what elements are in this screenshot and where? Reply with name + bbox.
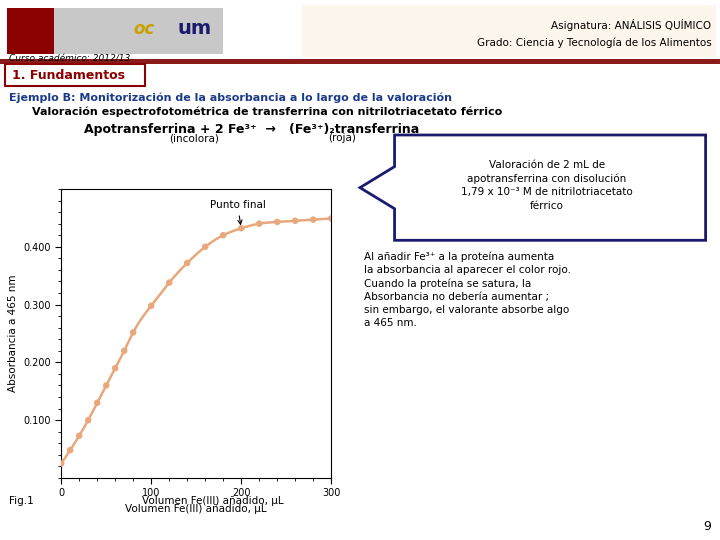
Point: [199, 242, 211, 251]
Text: Ejemplo B: Monitorización de la absorbancia a lo largo de la valoración: Ejemplo B: Monitorización de la absorban…: [9, 93, 451, 103]
Text: Apotransferrina + 2 Fe³⁺  →   (Fe³⁺)₂transferrina: Apotransferrina + 2 Fe³⁺ → (Fe³⁺)₂transf…: [84, 123, 420, 136]
X-axis label: Volumen Fe(III) añadido, μL: Volumen Fe(III) añadido, μL: [125, 504, 267, 514]
Text: (incolora): (incolora): [169, 133, 220, 144]
Text: (roja): (roja): [328, 133, 356, 144]
Point: [109, 364, 121, 373]
Text: Valoración de 2 mL de
apotransferrina con disolución
1,79 x 10⁻³ M de nitrilotri: Valoración de 2 mL de apotransferrina co…: [461, 160, 632, 211]
Text: Valoración espectrofotométrica de transferrina con nitrilotriacetato férrico: Valoración espectrofotométrica de transf…: [32, 106, 503, 117]
Text: Volumen Fe(III) añadido, μL: Volumen Fe(III) añadido, μL: [142, 496, 283, 506]
Point: [83, 416, 94, 424]
Point: [118, 347, 130, 355]
Text: Fig.1: Fig.1: [9, 496, 33, 506]
Point: [217, 231, 229, 240]
Point: [307, 215, 319, 224]
Text: Al añadir Fe³⁺ a la proteína aumenta
la absorbancia al aparecer el color rojo.
C: Al añadir Fe³⁺ a la proteína aumenta la …: [364, 251, 571, 328]
Point: [101, 381, 112, 390]
Point: [163, 278, 175, 287]
Text: Punto final: Punto final: [210, 200, 266, 224]
Point: [271, 218, 283, 226]
Point: [127, 328, 139, 336]
Point: [55, 459, 67, 468]
Point: [289, 217, 301, 225]
Point: [253, 219, 265, 228]
Y-axis label: Absorbancia a 465 nm: Absorbancia a 465 nm: [8, 275, 17, 392]
Text: Asignatura: ANÁLISIS QUÍMICO: Asignatura: ANÁLISIS QUÍMICO: [552, 19, 711, 31]
Point: [91, 399, 103, 407]
Polygon shape: [360, 135, 706, 240]
Text: um: um: [177, 19, 212, 38]
Text: oc: oc: [133, 19, 155, 38]
Text: Curso académico: 2012/13: Curso académico: 2012/13: [9, 54, 130, 63]
Point: [73, 431, 85, 440]
Text: 9: 9: [703, 520, 711, 533]
Point: [325, 214, 337, 223]
Text: Grado: Ciencia y Tecnología de los Alimentos: Grado: Ciencia y Tecnología de los Alime…: [477, 38, 711, 48]
Point: [145, 301, 157, 310]
Text: 1. Fundamentos: 1. Fundamentos: [12, 69, 125, 82]
Point: [181, 259, 193, 267]
Point: [65, 446, 76, 455]
Point: [235, 224, 247, 233]
